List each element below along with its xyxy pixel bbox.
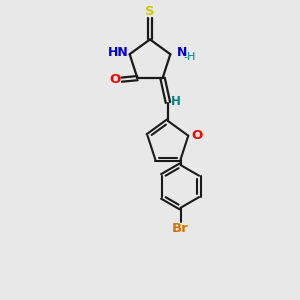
Text: HN: HN	[108, 46, 129, 59]
Text: Br: Br	[172, 222, 189, 235]
Text: O: O	[109, 73, 120, 86]
Text: N: N	[176, 46, 187, 59]
Text: H: H	[171, 94, 181, 107]
Text: S: S	[145, 5, 155, 18]
Text: -H: -H	[184, 52, 196, 61]
Text: O: O	[192, 129, 203, 142]
